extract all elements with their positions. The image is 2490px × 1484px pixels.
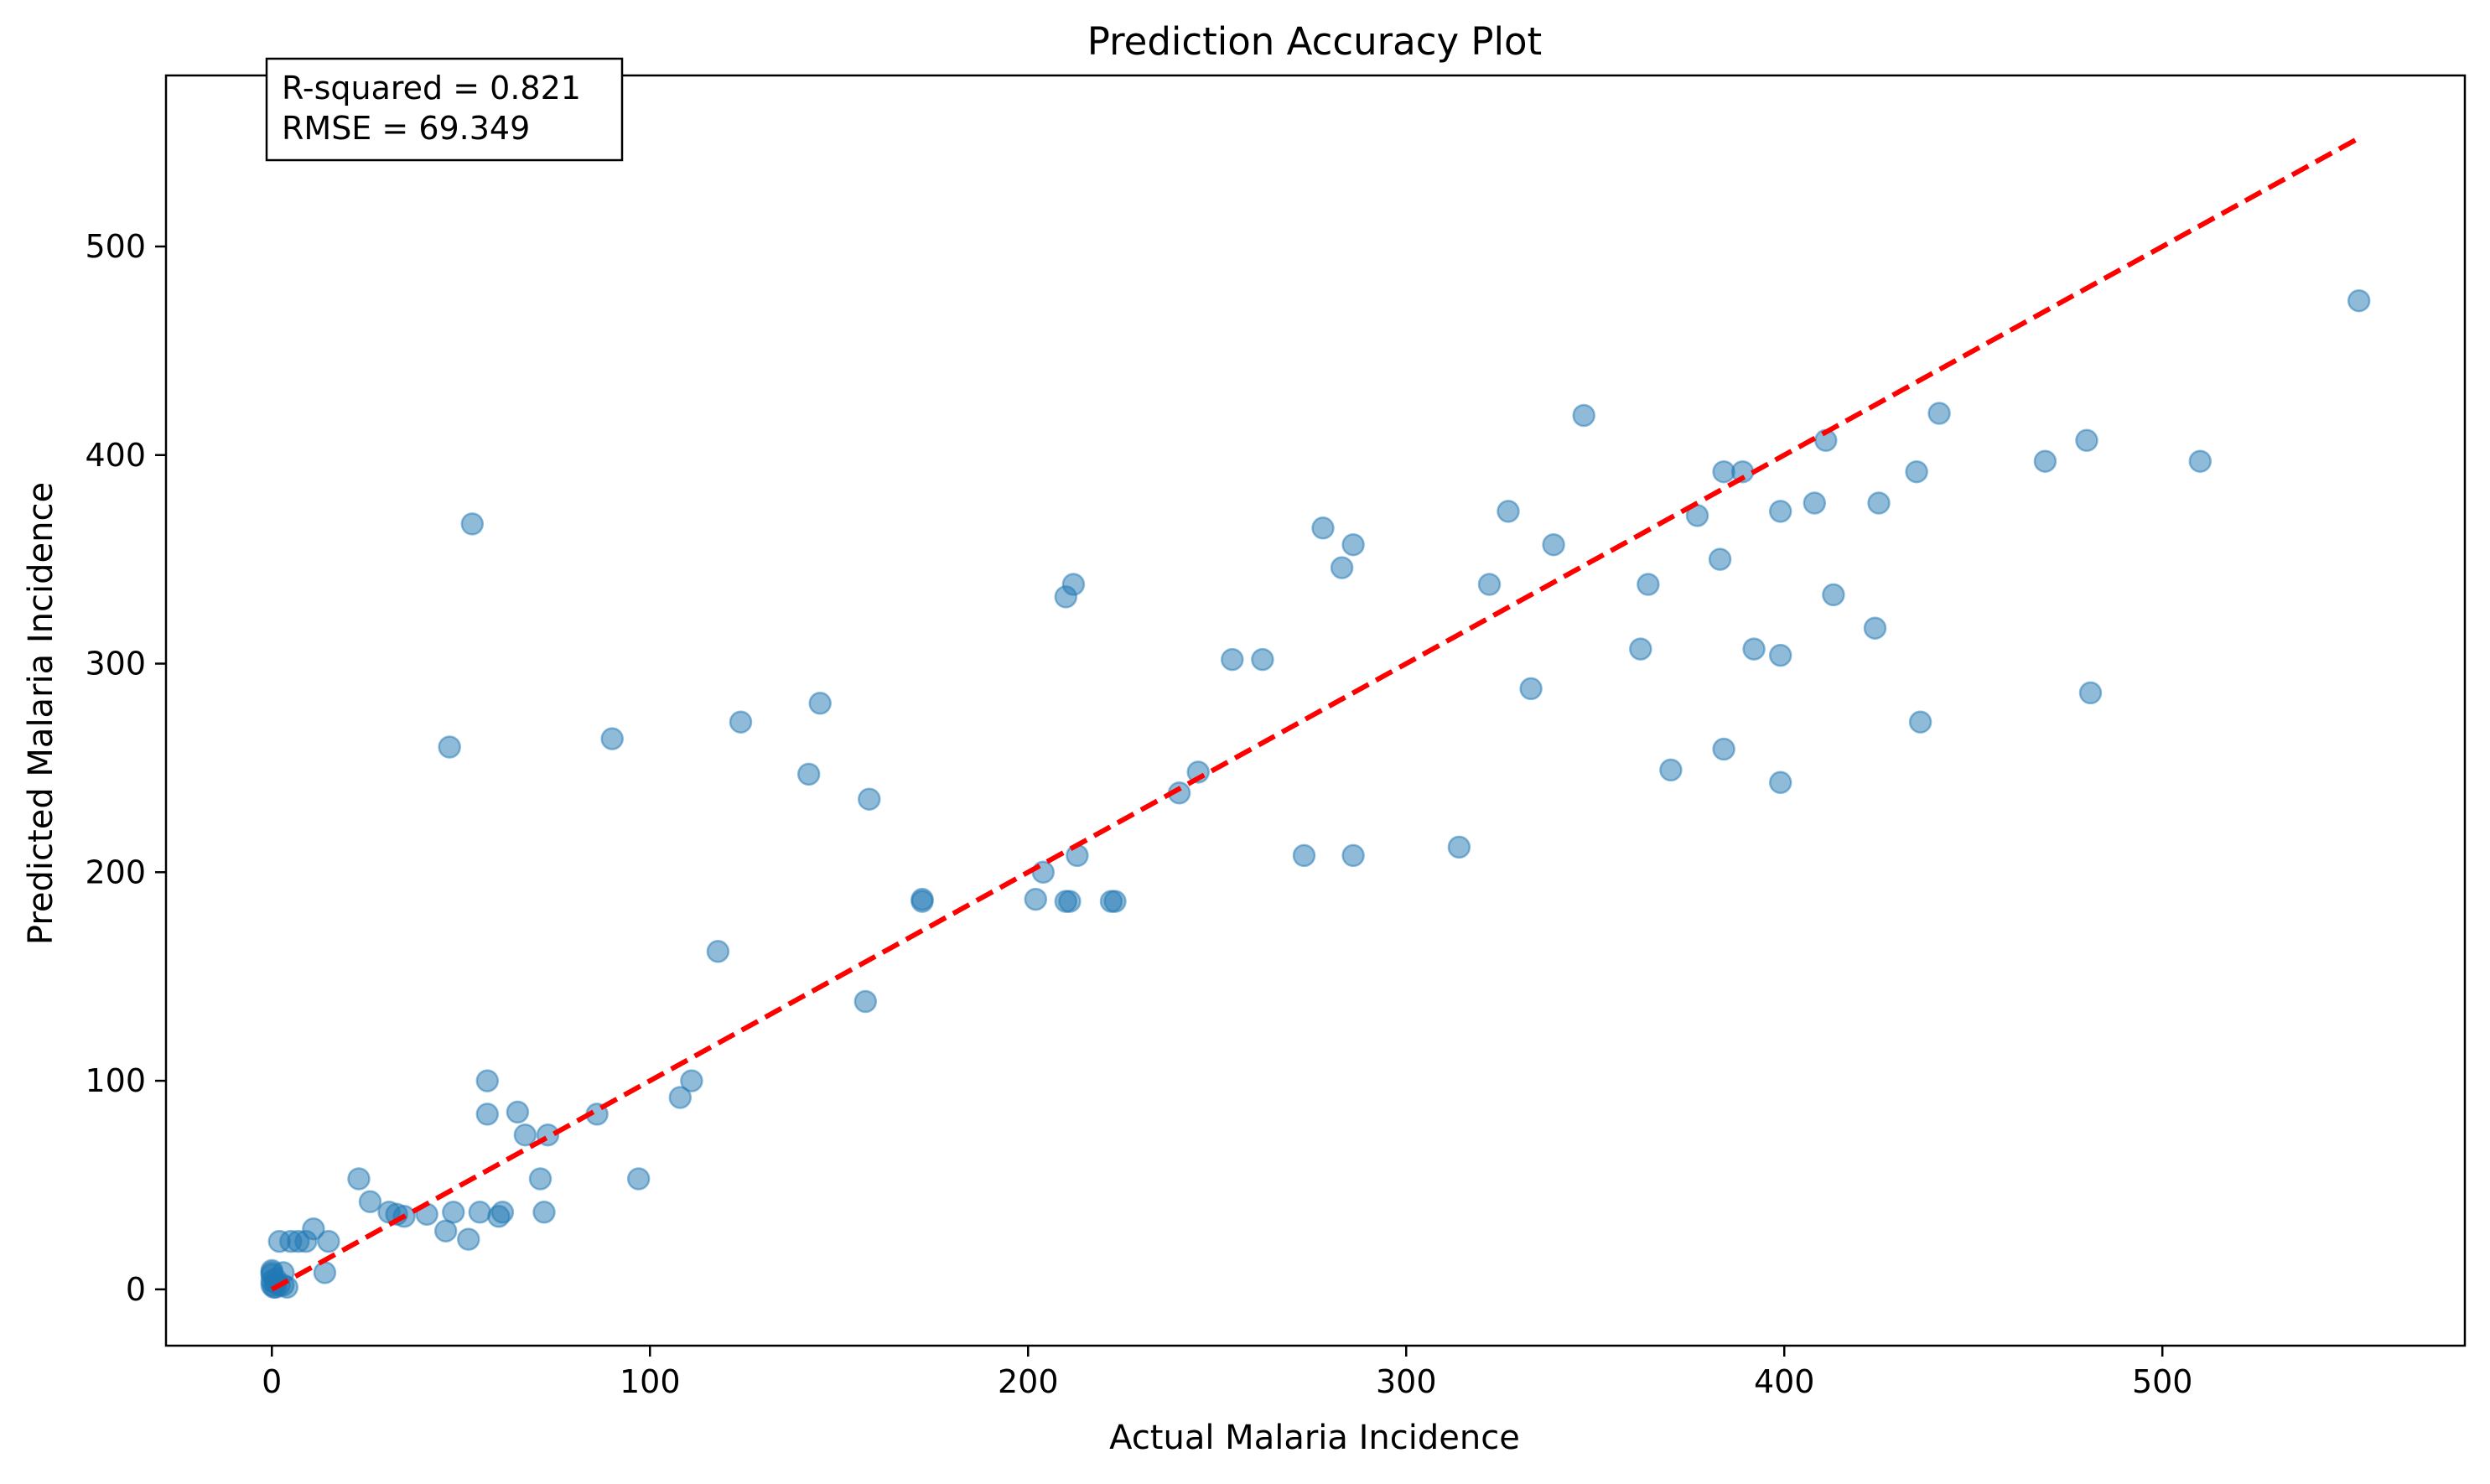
x-axis: 0 100 200 300 400 500 xyxy=(262,1346,2192,1400)
data-point xyxy=(1708,547,1732,571)
data-point xyxy=(1803,491,1827,515)
data-point xyxy=(1061,573,1086,596)
data-point xyxy=(513,1123,537,1147)
data-point xyxy=(2078,681,2103,705)
rmse-text: RMSE = 69.349 xyxy=(282,110,530,147)
data-point xyxy=(2033,449,2057,473)
data-point xyxy=(1330,556,1354,579)
data-point xyxy=(1341,532,1365,557)
data-point xyxy=(347,1167,371,1191)
plot-frame xyxy=(164,74,2467,1347)
y-tick-label: 400 xyxy=(85,437,146,474)
data-point xyxy=(910,890,934,913)
data-point xyxy=(528,1167,552,1191)
data-point xyxy=(1637,573,1660,596)
y-axis: 0 100 200 300 400 500 xyxy=(85,228,166,1308)
data-point xyxy=(1768,643,1792,667)
data-point xyxy=(1712,737,1735,761)
data-point xyxy=(313,1261,337,1284)
data-point xyxy=(1103,890,1127,913)
data-point xyxy=(1572,403,1595,428)
data-point xyxy=(1251,647,1274,672)
data-point xyxy=(858,787,881,811)
data-point xyxy=(853,989,878,1014)
stats-annotation: R-squared = 0.821 RMSE = 69.349 xyxy=(265,57,624,162)
data-point xyxy=(2188,449,2212,473)
data-point xyxy=(475,1103,500,1126)
points-layer xyxy=(260,288,2371,1300)
data-point xyxy=(600,727,624,750)
data-point xyxy=(808,692,832,715)
data-point xyxy=(1058,890,1082,913)
stats-annotation-box xyxy=(265,57,624,162)
data-point xyxy=(1542,532,1565,557)
data-point xyxy=(358,1190,382,1214)
data-point xyxy=(532,1201,556,1224)
data-point xyxy=(1867,491,1891,515)
data-point xyxy=(2075,428,2098,453)
data-point xyxy=(1822,583,1845,607)
data-point xyxy=(1908,710,1932,734)
reference-line xyxy=(270,136,2361,1292)
data-point xyxy=(1863,616,1887,640)
data-point xyxy=(1221,647,1244,672)
data-point xyxy=(317,1229,340,1253)
data-point xyxy=(1905,459,1928,484)
y-tick-label: 200 xyxy=(85,854,146,890)
data-point xyxy=(796,762,821,786)
data-point xyxy=(438,735,461,759)
data-point xyxy=(1742,637,1766,661)
data-point xyxy=(1447,835,1471,859)
data-point xyxy=(442,1201,465,1224)
data-point xyxy=(1341,843,1365,868)
y-tick-label: 0 xyxy=(126,1271,146,1308)
data-point xyxy=(1768,771,1792,795)
x-tick-label: 100 xyxy=(620,1363,681,1400)
data-point xyxy=(302,1217,325,1241)
x-tick-label: 500 xyxy=(2132,1363,2193,1400)
data-point xyxy=(680,1069,703,1092)
x-tick-label: 400 xyxy=(1754,1363,1815,1400)
data-point xyxy=(1066,843,1089,868)
data-point xyxy=(626,1167,651,1191)
data-point xyxy=(1031,860,1056,885)
data-point xyxy=(468,1201,492,1224)
data-point xyxy=(1292,843,1316,868)
data-point xyxy=(668,1086,693,1109)
data-point xyxy=(1519,677,1543,701)
y-tick-label: 100 xyxy=(85,1062,146,1099)
r-squared-text: R-squared = 0.821 xyxy=(282,70,581,106)
data-point xyxy=(1927,402,1951,425)
chart-title: Prediction Accuracy Plot xyxy=(1087,19,1542,64)
y-tick-label: 500 xyxy=(85,228,146,265)
data-point xyxy=(1629,637,1652,661)
data-point xyxy=(2347,288,2371,313)
data-point xyxy=(706,940,730,963)
data-point xyxy=(1659,758,1683,782)
x-tick-label: 200 xyxy=(998,1363,1059,1400)
data-point xyxy=(475,1069,500,1092)
x-tick-label: 300 xyxy=(1376,1363,1437,1400)
x-tick-label: 0 xyxy=(262,1363,282,1400)
data-point xyxy=(1477,573,1502,596)
x-axis-label: Actual Malaria Incidence xyxy=(1109,1419,1520,1457)
data-point xyxy=(506,1100,530,1124)
data-point xyxy=(1768,500,1792,523)
data-point xyxy=(457,1227,480,1251)
data-point xyxy=(1024,887,1048,911)
data-point xyxy=(490,1201,515,1224)
data-point xyxy=(1497,500,1520,523)
data-point xyxy=(1311,516,1335,540)
y-tick-label: 300 xyxy=(85,646,146,682)
data-point xyxy=(460,512,485,536)
data-point xyxy=(729,710,753,734)
y-axis-label: Predicted Malaria Incidence xyxy=(22,482,60,945)
